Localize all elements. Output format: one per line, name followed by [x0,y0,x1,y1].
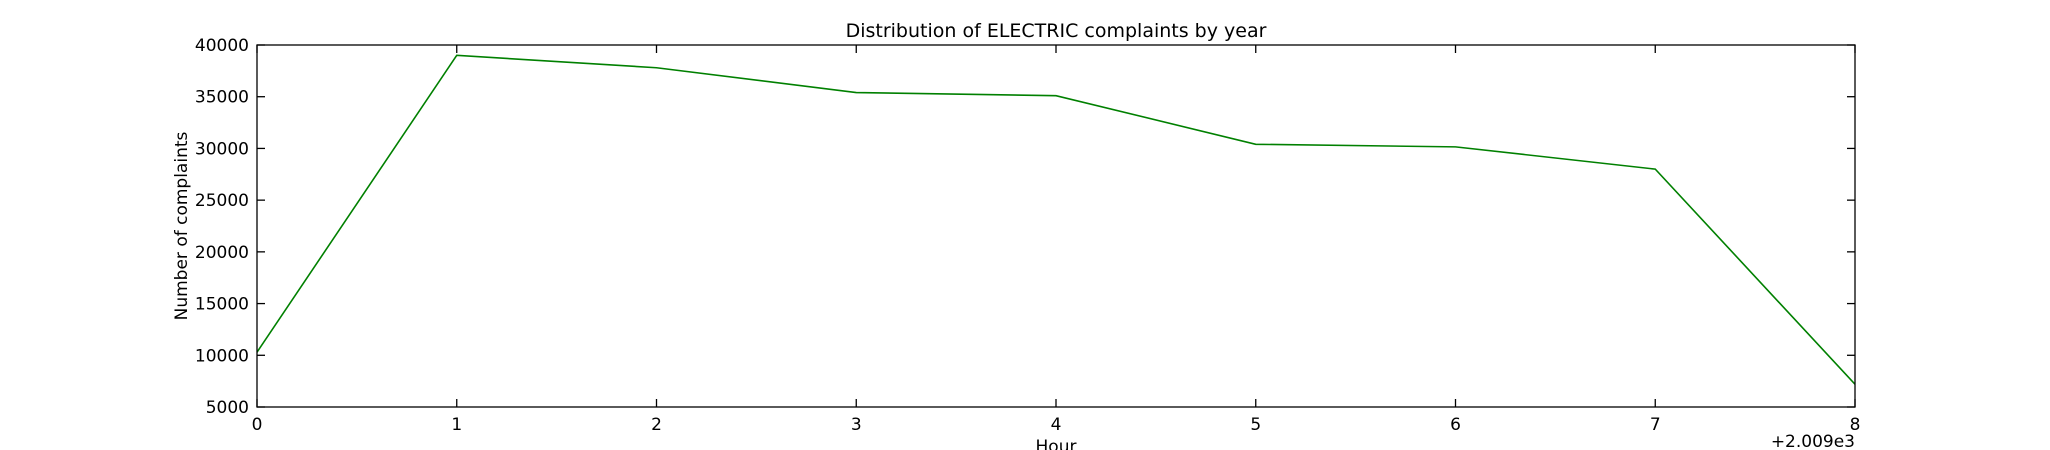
x-axis-label: Hour [1036,437,1077,450]
series-layer [256,54,1856,385]
x-axis: 0 1 2 3 4 5 6 7 8 [252,45,1861,435]
x-tick-label: 7 [1650,415,1661,435]
y-tick-label: 30000 [195,139,249,159]
x-tick-label: 8 [1850,415,1861,435]
y-axis-label: Number of complaints [172,131,192,320]
x-tick-label: 2 [651,415,662,435]
x-tick-label: 3 [851,415,862,435]
y-tick-label: 5000 [206,398,249,418]
y-tick-label: 40000 [195,36,249,56]
x-tick-label: 6 [1450,415,1461,435]
x-axis-offset-label: +2.009e3 [1771,432,1855,450]
x-tick-label: 5 [1250,415,1261,435]
y-tick-label: 15000 [195,295,249,315]
y-tick-label: 20000 [195,243,249,263]
x-tick-label: 4 [1051,415,1062,435]
plot-area: 500010000150002000025000300003500040000 … [195,36,1861,435]
y-axis: 5000 10000 15000 20000 25000 30000 35000 40000 [195,36,1855,418]
x-tick-label: 1 [451,415,462,435]
y-tick-label: 10000 [195,346,249,366]
x-tick-label: 0 [252,415,263,435]
y-tick-label: 35000 [195,88,249,108]
chart-title: Distribution of ELECTRIC complaints by y… [846,20,1267,42]
plot-frame [256,44,1856,408]
series-line-0 [256,54,1856,385]
y-tick-label: 25000 [195,191,249,211]
